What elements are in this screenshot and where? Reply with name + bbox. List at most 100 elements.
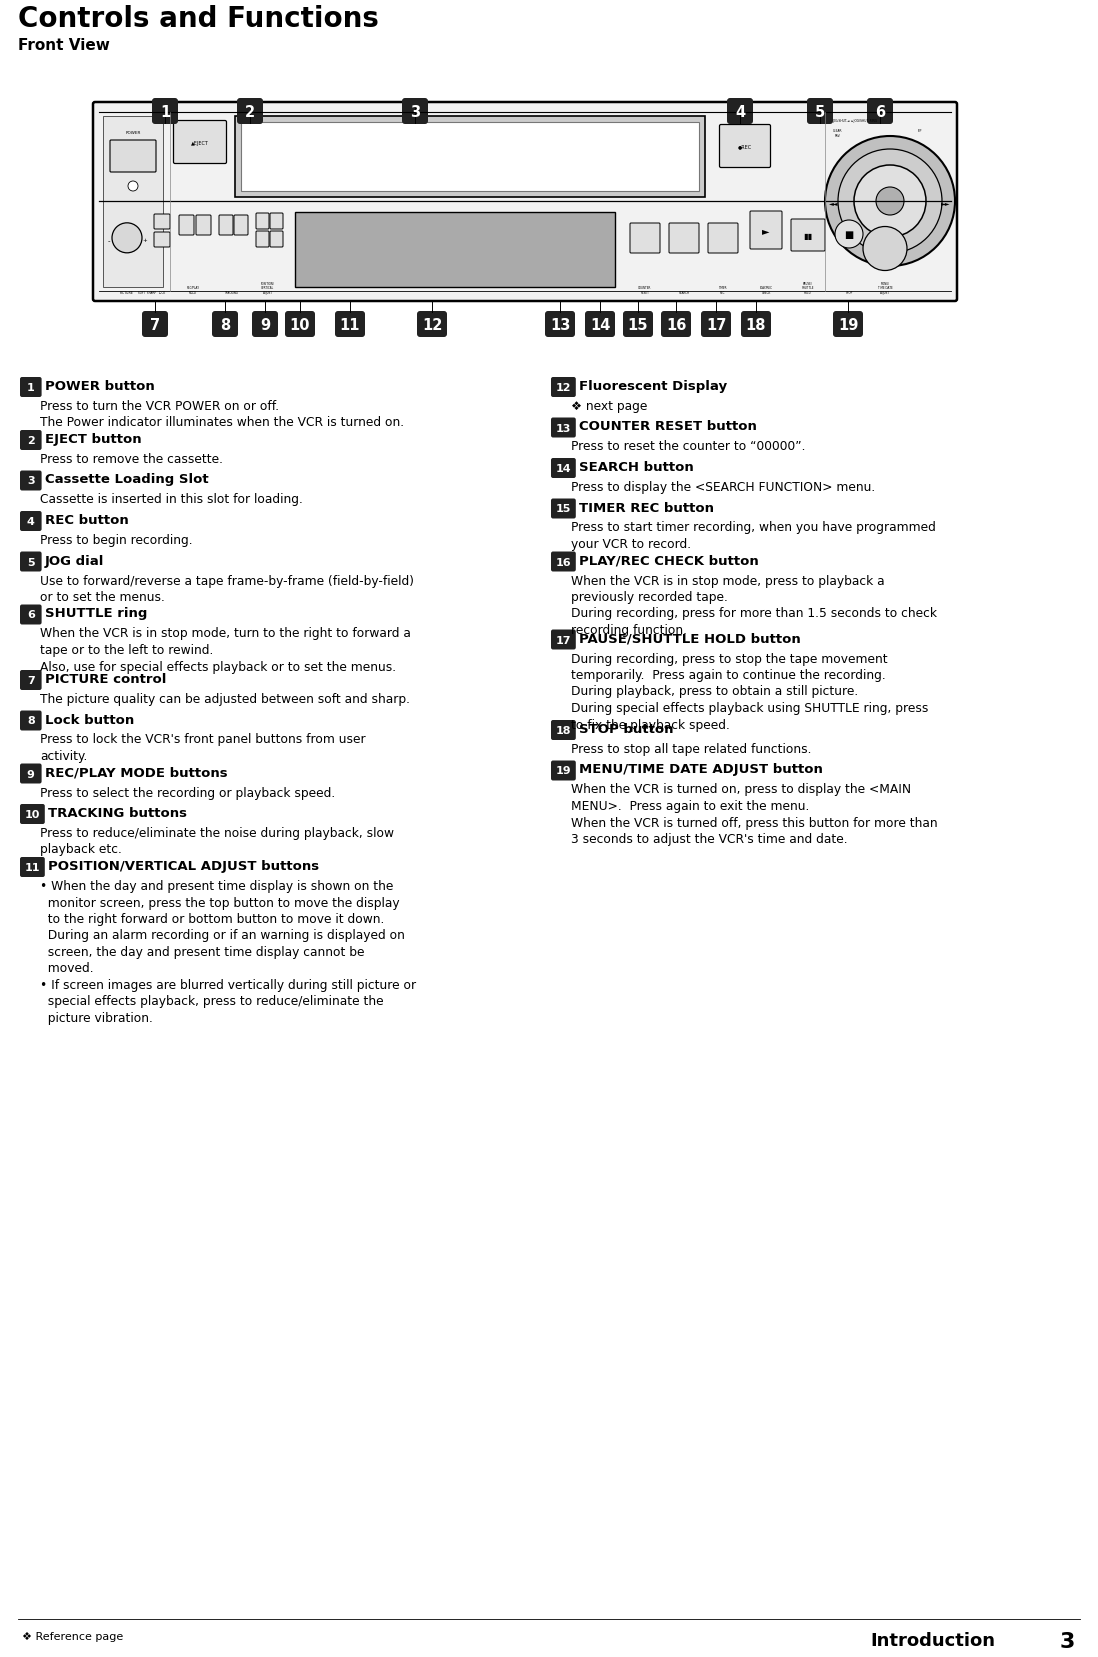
- FancyBboxPatch shape: [551, 418, 575, 437]
- FancyBboxPatch shape: [270, 214, 283, 230]
- Text: Press to reset the counter to “00000”.: Press to reset the counter to “00000”.: [571, 441, 806, 454]
- Text: PLAY/REC
CHECK: PLAY/REC CHECK: [760, 287, 773, 295]
- Text: Cassette is inserted in this slot for loading.: Cassette is inserted in this slot for lo…: [40, 494, 303, 505]
- Text: +: +: [143, 239, 147, 244]
- Text: When the VCR is in stop mode, turn to the right to forward a
tape or to the left: When the VCR is in stop mode, turn to th…: [40, 626, 411, 673]
- Text: 12: 12: [422, 316, 442, 333]
- Text: ▮▮: ▮▮: [804, 232, 813, 240]
- Text: Press to remove the cassette.: Press to remove the cassette.: [40, 452, 223, 466]
- Text: POWER button: POWER button: [45, 379, 155, 393]
- Text: Press to reduce/eliminate the noise during playback, slow
playback etc.: Press to reduce/eliminate the noise duri…: [40, 827, 394, 857]
- Text: 15: 15: [628, 316, 648, 333]
- Text: 10: 10: [290, 316, 311, 333]
- FancyBboxPatch shape: [807, 99, 833, 124]
- Text: REC/PLAY MODE buttons: REC/PLAY MODE buttons: [45, 766, 227, 779]
- Text: 5: 5: [27, 557, 35, 567]
- Text: • When the day and present time display is shown on the
  monitor screen, press : • When the day and present time display …: [40, 880, 416, 1024]
- Text: SOFT  SHARP: SOFT SHARP: [138, 292, 156, 295]
- Text: ►►: ►►: [941, 202, 951, 207]
- Circle shape: [854, 166, 926, 239]
- Text: JOG dial: JOG dial: [45, 553, 104, 567]
- Text: Fluorescent Display: Fluorescent Display: [579, 379, 727, 393]
- Text: 18: 18: [556, 726, 571, 736]
- Text: MENU/
TIME DATE
ADJUST: MENU/ TIME DATE ADJUST: [877, 282, 893, 295]
- FancyBboxPatch shape: [234, 215, 248, 235]
- Text: 7: 7: [27, 676, 35, 686]
- Text: Controls and Functions: Controls and Functions: [18, 5, 379, 33]
- Circle shape: [112, 224, 142, 254]
- Text: REC/PLAY
MODE: REC/PLAY MODE: [187, 287, 200, 295]
- Bar: [295, 212, 615, 288]
- Text: 2: 2: [245, 104, 255, 119]
- FancyBboxPatch shape: [219, 215, 233, 235]
- FancyBboxPatch shape: [20, 605, 42, 625]
- Text: 16: 16: [665, 316, 686, 333]
- FancyBboxPatch shape: [551, 630, 575, 650]
- Text: 9: 9: [26, 769, 35, 779]
- FancyBboxPatch shape: [708, 224, 738, 254]
- Circle shape: [834, 220, 863, 249]
- FancyBboxPatch shape: [750, 212, 782, 250]
- Text: 18: 18: [746, 316, 766, 333]
- Text: TRACKING buttons: TRACKING buttons: [48, 807, 187, 820]
- FancyBboxPatch shape: [791, 220, 825, 252]
- Bar: [235, 118, 705, 197]
- Circle shape: [863, 227, 907, 272]
- FancyBboxPatch shape: [551, 378, 575, 398]
- FancyBboxPatch shape: [285, 312, 315, 338]
- Circle shape: [838, 149, 942, 254]
- Text: 8: 8: [27, 716, 35, 726]
- Text: 6: 6: [875, 104, 885, 119]
- Text: During recording, press to stop the tape movement
temporarily.  Press again to c: During recording, press to stop the tape…: [571, 653, 929, 731]
- FancyBboxPatch shape: [551, 499, 575, 519]
- Text: ►: ►: [762, 225, 770, 235]
- Text: LOCK: LOCK: [158, 292, 166, 295]
- Text: PAUSE/SHUTTLE HOLD button: PAUSE/SHUTTLE HOLD button: [579, 631, 800, 645]
- Text: 11: 11: [24, 863, 41, 873]
- Text: 17: 17: [706, 316, 726, 333]
- Text: JOG/SHUT.◄  ►JOG/SHUT. RING: JOG/SHUT.◄ ►JOG/SHUT. RING: [832, 119, 877, 123]
- Text: ■: ■: [844, 230, 853, 240]
- Text: Introduction: Introduction: [870, 1630, 995, 1649]
- FancyBboxPatch shape: [402, 99, 428, 124]
- FancyBboxPatch shape: [237, 99, 264, 124]
- Text: Press to lock the VCR's front panel buttons from user
activity.: Press to lock the VCR's front panel butt…: [40, 732, 366, 762]
- Text: 16: 16: [556, 557, 571, 567]
- Text: 9: 9: [260, 316, 270, 333]
- Text: ❖ Reference page: ❖ Reference page: [22, 1630, 123, 1640]
- FancyBboxPatch shape: [256, 232, 269, 249]
- Text: ▲EJECT: ▲EJECT: [191, 141, 209, 146]
- FancyBboxPatch shape: [197, 215, 211, 235]
- Text: 1: 1: [27, 383, 35, 393]
- Text: 4: 4: [26, 517, 35, 527]
- Text: COUNTER RESET button: COUNTER RESET button: [579, 421, 757, 432]
- FancyBboxPatch shape: [585, 312, 615, 338]
- Text: 19: 19: [556, 766, 571, 775]
- Text: When the VCR is in stop mode, press to playback a
previously recorded tape.
Duri: When the VCR is in stop mode, press to p…: [571, 575, 937, 636]
- Text: 15: 15: [556, 504, 571, 514]
- FancyBboxPatch shape: [152, 99, 178, 124]
- FancyBboxPatch shape: [110, 141, 156, 172]
- Text: 14: 14: [556, 464, 571, 474]
- FancyBboxPatch shape: [20, 512, 42, 532]
- FancyBboxPatch shape: [20, 805, 45, 825]
- FancyBboxPatch shape: [867, 99, 893, 124]
- Text: SEARCH: SEARCH: [679, 292, 690, 295]
- Text: 7: 7: [150, 316, 160, 333]
- FancyBboxPatch shape: [727, 99, 753, 124]
- Text: 11: 11: [339, 316, 360, 333]
- Text: 3: 3: [27, 476, 35, 486]
- FancyBboxPatch shape: [741, 312, 771, 338]
- Text: Lock button: Lock button: [45, 713, 134, 726]
- Text: 6: 6: [26, 610, 35, 620]
- Text: FF: FF: [918, 129, 922, 133]
- FancyBboxPatch shape: [630, 224, 660, 254]
- FancyBboxPatch shape: [545, 312, 575, 338]
- Text: Cassette Loading Slot: Cassette Loading Slot: [45, 474, 209, 486]
- Text: 1: 1: [160, 104, 170, 119]
- Text: POWER: POWER: [125, 131, 141, 134]
- Text: Press to stop all tape related functions.: Press to stop all tape related functions…: [571, 742, 811, 756]
- Text: TIMER REC button: TIMER REC button: [579, 500, 714, 514]
- FancyBboxPatch shape: [212, 312, 238, 338]
- FancyBboxPatch shape: [335, 312, 365, 338]
